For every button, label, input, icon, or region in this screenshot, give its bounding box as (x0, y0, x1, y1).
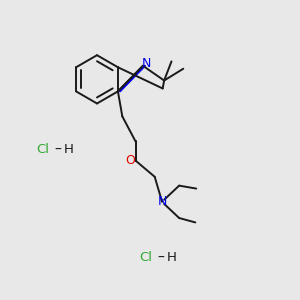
Text: –: – (55, 143, 62, 157)
Text: H: H (64, 143, 74, 157)
Text: –: – (158, 250, 165, 265)
Text: H: H (167, 251, 177, 264)
Text: N: N (158, 195, 167, 208)
Text: N: N (142, 57, 152, 70)
Text: O: O (125, 154, 135, 167)
Text: Cl: Cl (139, 251, 152, 264)
Text: Cl: Cl (36, 143, 49, 157)
